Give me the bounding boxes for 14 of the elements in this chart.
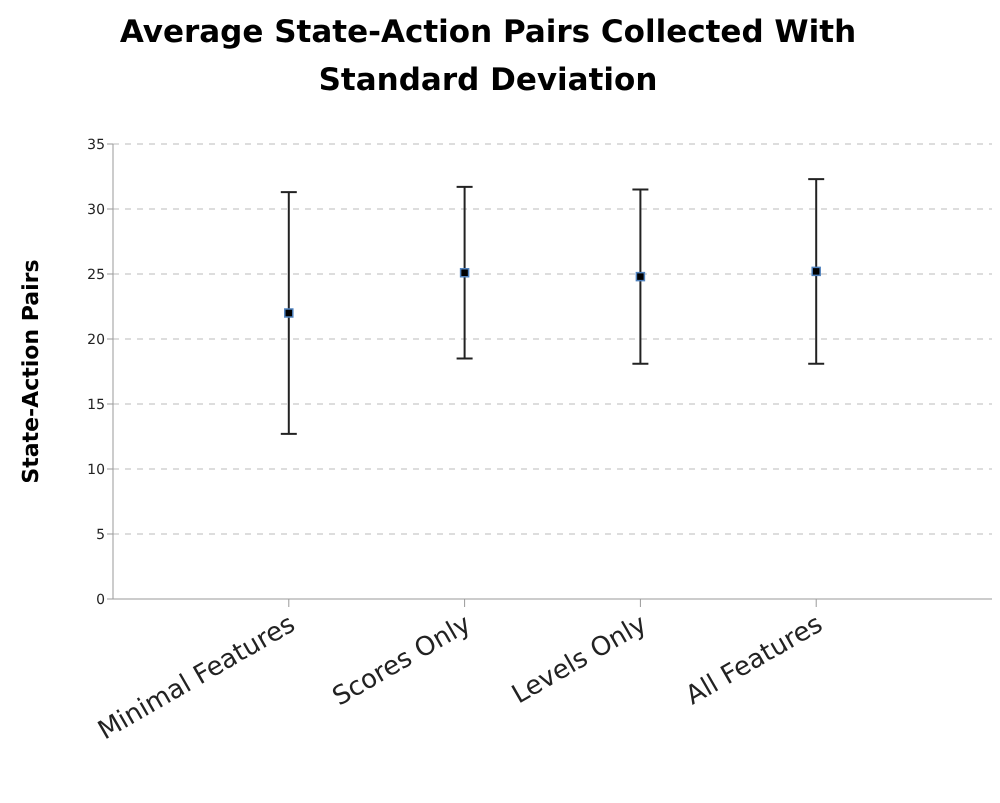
- y-axis-title: State-Action Pairs: [18, 259, 44, 484]
- y-tick-label: 25: [87, 266, 105, 283]
- y-tick-label: 20: [87, 332, 105, 348]
- chart-title: Average State-Action Pairs Collected With Standard Deviation: [118, 13, 858, 100]
- point: [811, 266, 821, 276]
- point: [284, 308, 294, 318]
- y-tick-label: 30: [87, 202, 105, 218]
- y-tick-label: 0: [96, 592, 105, 608]
- y-tick-label: 5: [96, 526, 105, 543]
- y-tick-label: 10: [87, 462, 105, 478]
- y-tick-label: 15: [87, 396, 105, 413]
- point: [636, 272, 646, 282]
- y-tick-label: 35: [87, 136, 105, 153]
- point: [460, 268, 470, 278]
